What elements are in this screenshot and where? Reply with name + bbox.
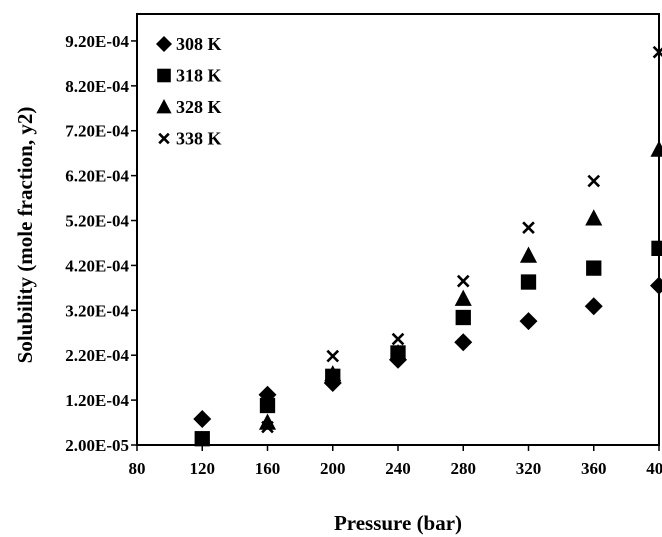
y-tick-label: 4.20E-04 [65, 256, 129, 275]
data-point-square [194, 431, 210, 447]
data-point-square [455, 309, 471, 326]
x-axis-ticks: 80 120 160 200 240 280 320 360 400 [129, 445, 662, 478]
x-tick-label: 200 [320, 459, 346, 478]
legend-marker-diamond [156, 36, 172, 52]
y-tick-label: 7.20E-04 [65, 122, 129, 141]
data-point-diamond [584, 297, 603, 316]
data-point-triangle [519, 246, 538, 263]
data-point-triangle [585, 209, 603, 226]
y-tick-label: 3.20E-04 [65, 301, 129, 320]
y-tick-label: 6.20E-04 [65, 167, 129, 186]
x-tick-label: 320 [516, 459, 542, 478]
data-point-square [259, 397, 276, 414]
y-tick-label: 2.20E-04 [65, 346, 129, 365]
data-point-cross [587, 174, 601, 188]
legend-label: 318 K [176, 66, 222, 86]
legend-marker-cross [158, 132, 170, 145]
data-point-cross [456, 274, 470, 288]
y-tick-label: 2.00E-05 [65, 436, 129, 455]
x-tick-label: 160 [255, 459, 281, 478]
data-point-diamond [650, 276, 662, 295]
x-tick-label: 400 [646, 459, 662, 478]
x-tick-label: 240 [385, 459, 411, 478]
data-point-cross [391, 332, 405, 346]
data-point-square [586, 260, 602, 276]
legend-marker-triangle [156, 99, 172, 114]
data-point-triangle [389, 343, 407, 361]
data-point-triangle [258, 413, 277, 430]
x-axis-title: Pressure (bar) [334, 511, 462, 535]
y-tick-label: 8.20E-04 [65, 77, 129, 96]
legend: 308 K 318 K 328 K 338 K [156, 34, 222, 149]
data-point-cross [326, 349, 340, 363]
legend-label: 328 K [176, 97, 222, 117]
data-point-cross [261, 420, 274, 434]
x-tick-label: 360 [581, 459, 607, 478]
y-axis-ticks: 2.00E-05 1.20E-04 2.20E-04 3.20E-04 4.20E-04… [65, 32, 137, 455]
data-point-triangle [650, 140, 662, 157]
y-tick-label: 1.20E-04 [65, 391, 129, 410]
y-tick-label: 5.20E-04 [65, 212, 129, 231]
legend-label: 338 K [176, 129, 222, 149]
data-point-diamond [519, 312, 538, 331]
legend-marker-square [157, 68, 171, 83]
x-tick-label: 280 [451, 459, 477, 478]
legend-label: 308 K [176, 34, 222, 54]
y-tick-label: 9.20E-04 [65, 32, 129, 51]
data-points [193, 45, 662, 447]
data-point-triangle [454, 289, 472, 306]
data-point-triangle [324, 365, 342, 382]
data-point-square [520, 274, 537, 290]
x-tick-label: 80 [129, 459, 146, 478]
data-point-diamond [193, 409, 212, 428]
data-point-diamond [454, 333, 473, 352]
data-point-cross [522, 221, 535, 235]
data-point-cross [652, 45, 662, 59]
data-point-square [651, 240, 662, 257]
y-axis-title: Solubility (mole fraction, y2) [13, 107, 37, 364]
x-tick-label: 120 [190, 459, 216, 478]
